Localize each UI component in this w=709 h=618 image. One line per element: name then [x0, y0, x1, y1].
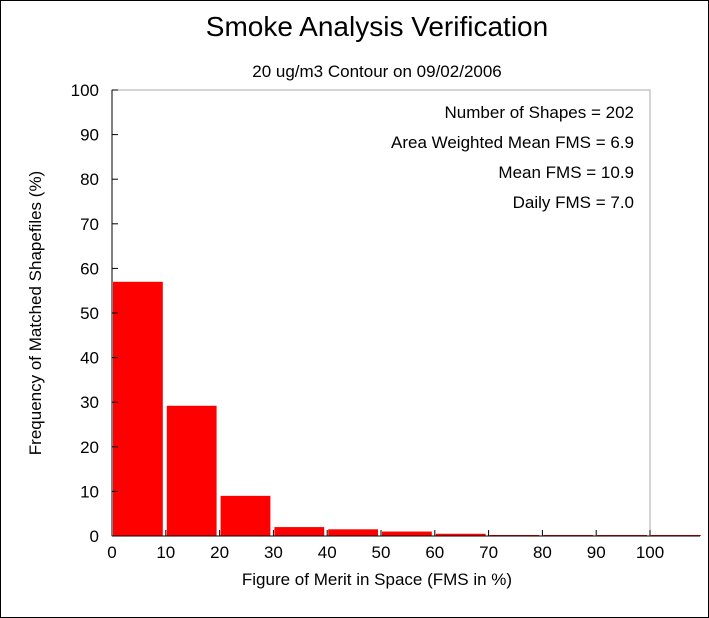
- y-tick-label-9: 90: [80, 126, 99, 145]
- y-tick-label-0: 0: [90, 527, 99, 546]
- x-tick-label-9: 90: [587, 543, 606, 562]
- stats-annotations: Number of Shapes = 202 Area Weighted Mean…: [391, 103, 634, 212]
- y-axis-label: Frequency of Matched Shapefiles (%): [26, 171, 45, 455]
- stats-line-1: Area Weighted Mean FMS = 6.9: [391, 133, 634, 152]
- y-tick-label-8: 80: [80, 170, 99, 189]
- x-tick-label-1: 10: [156, 543, 175, 562]
- x-axis-ticks: 0 10 20 30 40 50 60 70 80 90 100: [107, 530, 664, 562]
- y-tick-label-1: 10: [80, 482, 99, 501]
- y-tick-label-7: 70: [80, 215, 99, 234]
- x-tick-label-2: 20: [210, 543, 229, 562]
- stats-line-3: Daily FMS = 7.0: [513, 193, 634, 212]
- x-tick-label-10: 100: [636, 543, 664, 562]
- stats-line-0: Number of Shapes = 202: [445, 103, 634, 122]
- bar-5: [382, 531, 432, 536]
- bar-2: [220, 495, 271, 536]
- x-tick-label-6: 60: [425, 543, 444, 562]
- bar-3: [274, 527, 325, 536]
- chart-subtitle: 20 ug/m3 Contour on 09/02/2006: [252, 62, 502, 81]
- bars-group: [113, 281, 701, 536]
- y-tick-label-5: 50: [80, 304, 99, 323]
- bar-4: [328, 529, 378, 536]
- y-axis-ticks: 0 10 20 30 40 50 60 70 80 90 100: [71, 81, 118, 546]
- bar-6: [435, 533, 486, 536]
- x-tick-label-8: 80: [533, 543, 552, 562]
- chart-title: Smoke Analysis Verification: [206, 11, 548, 42]
- x-tick-label-3: 30: [264, 543, 283, 562]
- x-tick-label-7: 70: [479, 543, 498, 562]
- stats-line-2: Mean FMS = 10.9: [498, 163, 634, 182]
- bar-0: [113, 281, 163, 536]
- y-tick-label-6: 60: [80, 259, 99, 278]
- bar-1: [166, 405, 217, 536]
- x-axis-label: Figure of Merit in Space (FMS in %): [242, 570, 512, 589]
- x-tick-label-5: 50: [372, 543, 391, 562]
- x-tick-label-0: 0: [107, 543, 116, 562]
- y-tick-label-4: 40: [80, 349, 99, 368]
- y-tick-label-3: 30: [80, 393, 99, 412]
- x-tick-label-4: 40: [318, 543, 337, 562]
- y-tick-label-2: 20: [80, 438, 99, 457]
- y-tick-label-10: 100: [71, 81, 99, 100]
